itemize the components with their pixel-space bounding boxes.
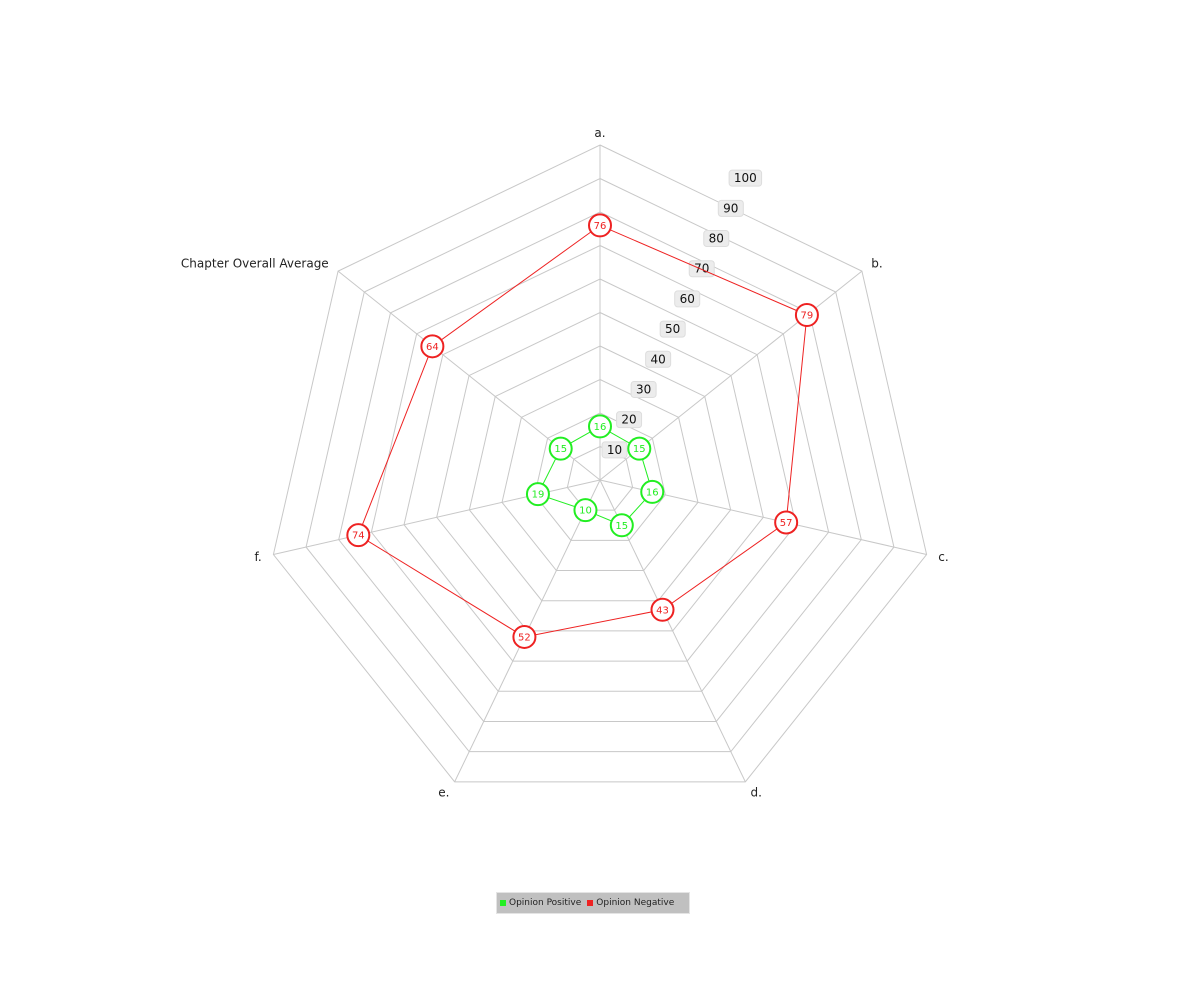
data-label-1-4: 52 [518, 632, 531, 643]
tick-80: 80 [703, 230, 730, 248]
grid-ring-80 [338, 211, 862, 722]
tick-label-30: 30 [636, 382, 651, 396]
data-label-0-3: 15 [615, 521, 628, 532]
data-point-0-1 [627, 436, 652, 461]
data-point-0-5 [525, 482, 550, 507]
legend-item-positive: Opinion Positive [500, 898, 581, 908]
tick-label-60: 60 [680, 292, 695, 306]
tick-bg-80 [703, 230, 730, 248]
data-label-1-6: 64 [426, 342, 439, 353]
data-label-0-1: 15 [633, 444, 646, 455]
grid-ring-50 [436, 311, 764, 632]
tick-30: 30 [630, 380, 657, 398]
spoke-5 [273, 479, 601, 556]
legend-swatch-positive [500, 900, 506, 906]
tick-bg-40 [645, 350, 672, 368]
tick-bg-30 [630, 380, 657, 398]
data-label-0-0: 16 [594, 422, 607, 433]
tick-40: 40 [645, 350, 672, 368]
tick-bg-100 [728, 169, 763, 187]
tick-100: 100 [728, 169, 763, 187]
legend-item-negative: Opinion Negative [587, 898, 674, 908]
data-point-1-2 [774, 510, 799, 535]
radial-tick-labels: 10 20 30 40 50 60 70 80 90 100 [601, 169, 763, 459]
tick-20: 20 [616, 411, 643, 429]
category-labels: a. b. c. d. e. f. Chapter Overall Average [181, 126, 949, 800]
series-1: 76 79 57 43 52 74 64 [346, 213, 819, 649]
tick-bg-20 [616, 411, 643, 429]
data-point-1-4 [512, 624, 537, 649]
series-layer: 16 15 16 15 10 19 15 76 79 57 43 52 74 64 [346, 213, 819, 649]
data-point-0-4 [573, 498, 598, 523]
data-label-1-0: 76 [594, 221, 607, 232]
tick-90: 90 [717, 199, 744, 217]
data-point-0-6 [548, 436, 573, 461]
tick-bg-90 [717, 199, 744, 217]
category-label-0: a. [594, 126, 605, 140]
data-point-0-3 [609, 513, 634, 538]
tick-bg-60 [674, 290, 701, 308]
data-point-0-2 [640, 479, 665, 504]
series-0: 16 15 16 15 10 19 15 [525, 414, 665, 538]
data-point-0-0 [588, 414, 612, 439]
grid-ring-100 [272, 144, 928, 783]
tick-bg-50 [659, 320, 686, 338]
category-label-1: b. [871, 257, 882, 271]
data-label-1-1: 79 [801, 310, 814, 321]
category-label-3: d. [751, 786, 762, 800]
tick-10: 10 [601, 441, 628, 459]
data-point-1-6 [420, 334, 445, 359]
tick-label-70: 70 [694, 262, 709, 276]
grid-ring-90 [305, 177, 895, 753]
data-label-0-6: 15 [554, 444, 567, 455]
category-label-6: Chapter Overall Average [181, 257, 329, 271]
tick-label-10: 10 [607, 443, 622, 457]
data-label-0-4: 10 [579, 506, 592, 517]
category-label-4: e. [438, 786, 449, 800]
radar-grid [272, 144, 928, 783]
tick-label-40: 40 [650, 352, 665, 366]
tick-label-100: 100 [734, 171, 757, 185]
legend-label-negative: Opinion Negative [596, 898, 675, 908]
data-point-1-1 [794, 302, 819, 327]
tick-bg-10 [601, 441, 628, 459]
tick-60: 60 [674, 290, 701, 308]
tick-70: 70 [688, 260, 715, 278]
legend-swatch-negative [587, 900, 594, 906]
data-label-1-5: 74 [352, 531, 365, 542]
data-label-1-2: 57 [780, 518, 793, 529]
legend: Opinion Positive Opinion Negative [496, 892, 690, 914]
tick-bg-70 [688, 260, 715, 278]
category-label-2: c. [938, 550, 948, 564]
grid-ring-20 [534, 412, 666, 541]
legend-label-positive: Opinion Positive [509, 898, 582, 908]
tick-label-80: 80 [709, 232, 724, 246]
grid-ring-60 [403, 278, 797, 662]
grid-ring-30 [501, 378, 699, 572]
data-point-1-0 [588, 213, 612, 238]
data-point-1-5 [346, 523, 371, 548]
data-label-0-5: 19 [532, 490, 545, 501]
tick-50: 50 [659, 320, 686, 338]
data-point-1-3 [650, 597, 675, 622]
grid-ring-40 [468, 345, 732, 602]
tick-label-20: 20 [621, 413, 636, 427]
grid-ring-70 [370, 244, 830, 692]
grid-ring-10 [566, 445, 634, 511]
tick-label-50: 50 [665, 322, 680, 336]
series-line-1 [357, 224, 808, 638]
data-label-0-2: 16 [646, 487, 659, 498]
data-label-1-3: 43 [656, 605, 669, 616]
tick-label-90: 90 [723, 201, 738, 215]
category-label-5: f. [255, 550, 262, 564]
